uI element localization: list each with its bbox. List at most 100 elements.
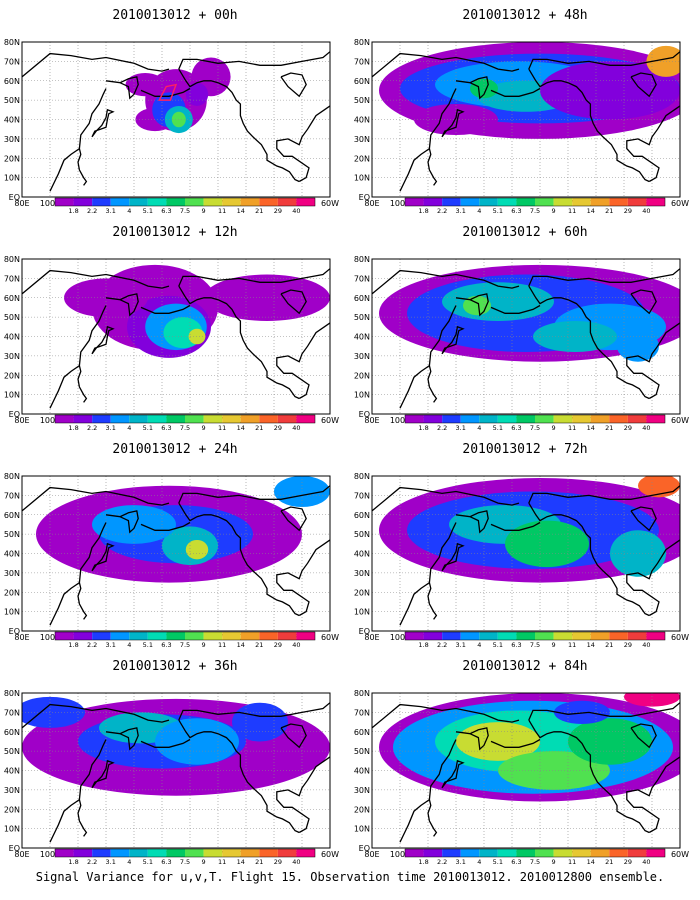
panel-title: 2010013012 + 36h <box>112 659 238 674</box>
lat-label: 80N <box>354 689 370 698</box>
coastline <box>49 522 107 626</box>
colorbar-swatch <box>609 415 628 423</box>
coastline <box>49 88 107 192</box>
coastline <box>528 502 650 617</box>
lon-label: 80E <box>14 416 29 425</box>
colorbar-swatch <box>129 632 148 640</box>
coastline <box>626 539 680 617</box>
colorbar-swatch <box>296 198 315 206</box>
colorbar-swatch <box>129 849 148 857</box>
coastline <box>49 305 107 409</box>
coastline <box>372 703 520 729</box>
panel-title: 2010013012 + 48h <box>462 8 588 23</box>
colorbar-swatch <box>185 415 204 423</box>
colorbar-label: 14 <box>587 858 595 866</box>
coastline <box>441 108 465 138</box>
colorbar-swatch <box>535 198 554 206</box>
coastline <box>455 76 489 100</box>
lat-label: 70N <box>4 491 20 500</box>
coastline <box>528 51 680 70</box>
lon-label: 60W <box>321 199 339 208</box>
coastline <box>276 322 330 400</box>
colorbar-swatch <box>590 415 610 423</box>
lat-label: 30N <box>354 135 370 144</box>
colorbar-swatch <box>203 415 223 423</box>
lat-label: 60N <box>354 728 370 737</box>
colorbar-label: 9 <box>552 424 556 432</box>
coastline <box>630 723 657 749</box>
colorbar-label: 3.1 <box>456 424 466 432</box>
colorbar-label: 6.3 <box>161 424 171 432</box>
colorbar-swatch <box>296 849 315 857</box>
colorbar-label: 29 <box>274 858 282 866</box>
coastline <box>455 293 489 317</box>
colorbar-swatch <box>423 632 443 640</box>
colorbar-label: 14 <box>587 207 595 215</box>
lat-label: 30N <box>4 352 20 361</box>
colorbar-swatch <box>497 198 517 206</box>
coastline <box>528 702 680 721</box>
variance-region <box>22 696 85 728</box>
colorbar-label: 6.3 <box>161 207 171 215</box>
colorbar-label: 5.1 <box>143 424 153 432</box>
panel-title: 2010013012 + 72h <box>462 442 588 457</box>
lon-label: 100E <box>390 416 410 425</box>
colorbar-label: 7.5 <box>530 858 540 866</box>
colorbar-swatch <box>627 632 647 640</box>
colorbar-swatch <box>479 849 498 857</box>
coastline <box>630 506 657 532</box>
variance-map: 80N70N60N50N40N30N20N10NEQ80E100E120E140… <box>354 38 689 215</box>
colorbar-swatch <box>609 632 628 640</box>
coastline <box>427 799 438 837</box>
colorbar-swatch <box>405 415 424 423</box>
lat-label: 40N <box>354 116 370 125</box>
colorbar-swatch <box>405 198 424 206</box>
lon-label: 60W <box>321 633 339 642</box>
lon-label: 80E <box>14 199 29 208</box>
lon-label: 80E <box>364 416 379 425</box>
lat-label: 50N <box>4 313 20 322</box>
colorbar-label: 40 <box>642 424 650 432</box>
colorbar-swatch <box>405 632 424 640</box>
colorbar-label: 2.2 <box>437 858 447 866</box>
panel-title: 2010013012 + 60h <box>462 225 588 240</box>
coastline <box>626 756 680 834</box>
coastline <box>626 105 680 183</box>
coastline <box>178 485 330 504</box>
coastline <box>178 285 300 400</box>
coastline <box>91 542 115 572</box>
colorbar-swatch <box>497 415 517 423</box>
colorbar-label: 11 <box>568 424 576 432</box>
colorbar-swatch <box>535 415 554 423</box>
lon-label: 80E <box>14 850 29 859</box>
map-panel-60h: 2010013012 + 60h 80N 70N 60N 50N 40N 30N 20N 10N… <box>350 217 700 437</box>
colorbar-swatch <box>259 198 278 206</box>
colorbar-swatch <box>497 849 517 857</box>
colorbar-label: 5.1 <box>143 858 153 866</box>
colorbar-label: 4 <box>127 207 131 215</box>
colorbar-label: 29 <box>624 424 632 432</box>
colorbar-swatch <box>646 632 665 640</box>
colorbar-swatch <box>535 849 554 857</box>
lat-label: 40N <box>4 767 20 776</box>
colorbar-label: 9 <box>202 641 206 649</box>
colorbar-label: 21 <box>605 424 613 432</box>
coastline <box>91 759 115 789</box>
lat-label: 30N <box>4 135 20 144</box>
colorbar-label: 9 <box>552 858 556 866</box>
lat-label: 80N <box>4 689 20 698</box>
coastline <box>140 521 191 531</box>
colorbar-swatch <box>442 632 461 640</box>
lon-label: 60W <box>671 633 689 642</box>
coastline <box>441 542 465 572</box>
lat-label: 40N <box>4 333 20 342</box>
colorbar-label: 9 <box>202 207 206 215</box>
coastline <box>22 703 170 729</box>
colorbar-label: 21 <box>255 641 263 649</box>
lat-label: 10N <box>4 608 20 617</box>
lat-label: 80N <box>354 472 370 481</box>
lat-label: 30N <box>4 569 20 578</box>
lat-label: EQ <box>9 844 20 853</box>
flight-track <box>158 83 178 101</box>
lon-label: 80E <box>14 633 29 642</box>
